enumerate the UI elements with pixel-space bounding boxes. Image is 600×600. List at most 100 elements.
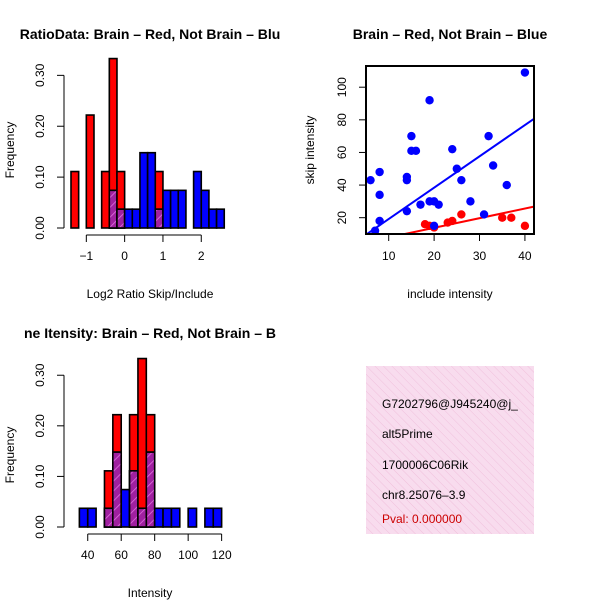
ratio-hist-overlap-bar xyxy=(154,208,164,229)
scatter-notbrain-point xyxy=(370,226,380,234)
scatter-y-tick-label: 40 xyxy=(335,178,349,192)
info-event-id: G7202796@J945240@j_ xyxy=(382,397,518,411)
intensity-hist-y-tick-label: 0.00 xyxy=(33,515,47,539)
scatter-y-tick-label: 80 xyxy=(335,113,349,127)
scatter-notbrain-fit-line xyxy=(366,117,534,234)
scatter-xlabel: include intensity xyxy=(407,287,492,301)
intensity-hist-notbrain-bar xyxy=(170,507,181,528)
info-location: chr8.25076–3.9 xyxy=(382,488,466,502)
intensity-histogram-title: ne Itensity: Brain – Red, Not Brain – B xyxy=(24,325,276,341)
ratio-hist-notbrain-bar xyxy=(123,208,134,229)
scatter-notbrain-point xyxy=(466,197,475,206)
scatter-notbrain-point xyxy=(434,200,443,209)
intensity-histogram-bars xyxy=(78,357,223,528)
intensity-hist-overlap-bar xyxy=(128,470,139,528)
intensity-hist-overlap-bar xyxy=(137,507,148,528)
intensity-hist-notbrain-bar xyxy=(78,507,89,528)
intensity-hist-y-tick-label: 0.30 xyxy=(33,363,47,387)
ratio-histogram-panel: RatioData: Brain – Red, Not Brain – Blu … xyxy=(3,26,280,301)
intensity-hist-notbrain-bar xyxy=(162,507,173,528)
scatter-notbrain-point xyxy=(375,167,384,177)
ratio-hist-notbrain-bar xyxy=(162,189,172,229)
scatter-brain-point xyxy=(457,210,466,219)
intensity-hist-overlap-bar xyxy=(112,451,123,528)
intensity-hist-notbrain-bar xyxy=(153,507,164,528)
ratio-hist-y-tick-label: 0.10 xyxy=(33,165,47,189)
info-panel: G7202796@J945240@j_ alt5Prime 1700006C06… xyxy=(366,366,534,534)
intensity-scatter-panel: Brain – Red, Not Brain – Blue include in… xyxy=(303,26,547,301)
intensity-hist-y-tick-label: 0.10 xyxy=(33,464,47,488)
intensity-hist-x-tick-label: 80 xyxy=(148,548,162,562)
ratio-hist-overlap-bar xyxy=(108,189,118,229)
scatter-notbrain-point xyxy=(452,164,462,173)
scatter-y-tick-label: 60 xyxy=(335,145,349,159)
ratio-hist-x-tick-label: −1 xyxy=(79,249,93,263)
scatter-notbrain-point xyxy=(411,146,421,156)
ratio-hist-notbrain-bar xyxy=(146,151,157,229)
ratio-hist-x-tick-label: 2 xyxy=(198,249,205,263)
intensity-hist-notbrain-bar xyxy=(120,488,131,528)
scatter-brain-point xyxy=(507,213,516,222)
scatter-notbrain-point xyxy=(520,68,530,77)
intensity-hist-x-tick-label: 120 xyxy=(212,548,232,562)
ratio-hist-notbrain-bar xyxy=(169,189,180,229)
intensity-hist-notbrain-bar xyxy=(187,507,198,528)
intensity-hist-notbrain-bar xyxy=(86,507,97,528)
scatter-notbrain-point xyxy=(429,221,439,231)
info-gene-name: 1700006C06Rik xyxy=(382,458,469,472)
ratio-hist-notbrain-bar xyxy=(215,208,226,229)
intensity-hist-y-tick-label: 0.20 xyxy=(33,414,47,438)
ratio-histogram-bars xyxy=(70,57,226,229)
intensity-histogram-xlabel: Intensity xyxy=(128,586,173,600)
scatter-axes: 10 20 30 40 20 40 60 80 100 xyxy=(335,65,535,263)
scatter-x-tick-label: 20 xyxy=(427,249,441,263)
intensity-hist-x-tick-label: 60 xyxy=(115,548,129,562)
ratio-hist-overlap-bar xyxy=(116,208,126,229)
intensity-histogram-panel: ne Itensity: Brain – Red, Not Brain – B … xyxy=(3,325,276,600)
intensity-histogram-ylabel: Frequency xyxy=(3,427,17,484)
scatter-notbrain-point xyxy=(479,210,489,219)
ratio-hist-y-tick-label: 0.30 xyxy=(33,63,47,87)
ratio-histogram-title: RatioData: Brain – Red, Not Brain – Blu xyxy=(20,26,281,42)
ratio-hist-brain-bar xyxy=(85,114,95,229)
intensity-histogram-axes: 40 60 80 100 120 0.00 0.10 0.20 0.30 xyxy=(33,363,232,562)
scatter-notbrain-point xyxy=(502,180,511,190)
scatter-notbrain-point xyxy=(375,216,384,226)
ratio-hist-notbrain-bar xyxy=(192,170,203,229)
scatter-notbrain-point xyxy=(402,172,412,182)
intensity-hist-brain-bar xyxy=(137,357,148,528)
scatter-notbrain-point xyxy=(425,96,434,105)
ratio-hist-x-tick-label: 0 xyxy=(121,249,128,263)
intensity-hist-x-tick-label: 40 xyxy=(81,548,95,562)
scatter-x-tick-label: 40 xyxy=(518,249,532,263)
scatter-notbrain-point xyxy=(402,206,412,216)
scatter-notbrain-point xyxy=(488,161,498,170)
scatter-notbrain-point xyxy=(407,131,416,141)
ratio-hist-y-tick-label: 0.20 xyxy=(33,114,47,138)
scatter-plot-frame xyxy=(365,65,535,235)
ratio-hist-brain-bar xyxy=(70,170,80,229)
scatter-notbrain-point xyxy=(484,131,493,141)
scatter-y-tick-label: 100 xyxy=(335,77,349,97)
scatter-ylabel: skip intensity xyxy=(303,116,317,185)
ratio-hist-brain-bar xyxy=(100,170,111,229)
info-pvalue: Pval: 0.000000 xyxy=(382,512,462,526)
ratio-hist-notbrain-bar xyxy=(208,208,218,229)
intensity-hist-notbrain-bar xyxy=(212,507,223,528)
scatter-notbrain-point xyxy=(448,144,457,154)
scatter-notbrain-point xyxy=(457,175,466,185)
scatter-notbrain-point xyxy=(375,190,384,200)
intensity-hist-overlap-bar xyxy=(145,451,156,528)
info-box-background xyxy=(366,366,534,534)
intensity-hist-notbrain-bar xyxy=(204,507,215,528)
ratio-hist-notbrain-bar xyxy=(200,189,210,229)
scatter-y-tick-label: 20 xyxy=(335,211,349,225)
scatter-plot-area xyxy=(366,68,534,234)
scatter-brain-point xyxy=(520,221,530,231)
ratio-hist-notbrain-bar xyxy=(139,151,149,229)
ratio-hist-x-tick-label: 1 xyxy=(160,249,167,263)
ratio-histogram-xlabel: Log2 Ratio Skip/Include xyxy=(87,287,214,301)
intensity-hist-x-tick-label: 100 xyxy=(178,548,198,562)
ratio-hist-notbrain-bar xyxy=(177,189,187,229)
